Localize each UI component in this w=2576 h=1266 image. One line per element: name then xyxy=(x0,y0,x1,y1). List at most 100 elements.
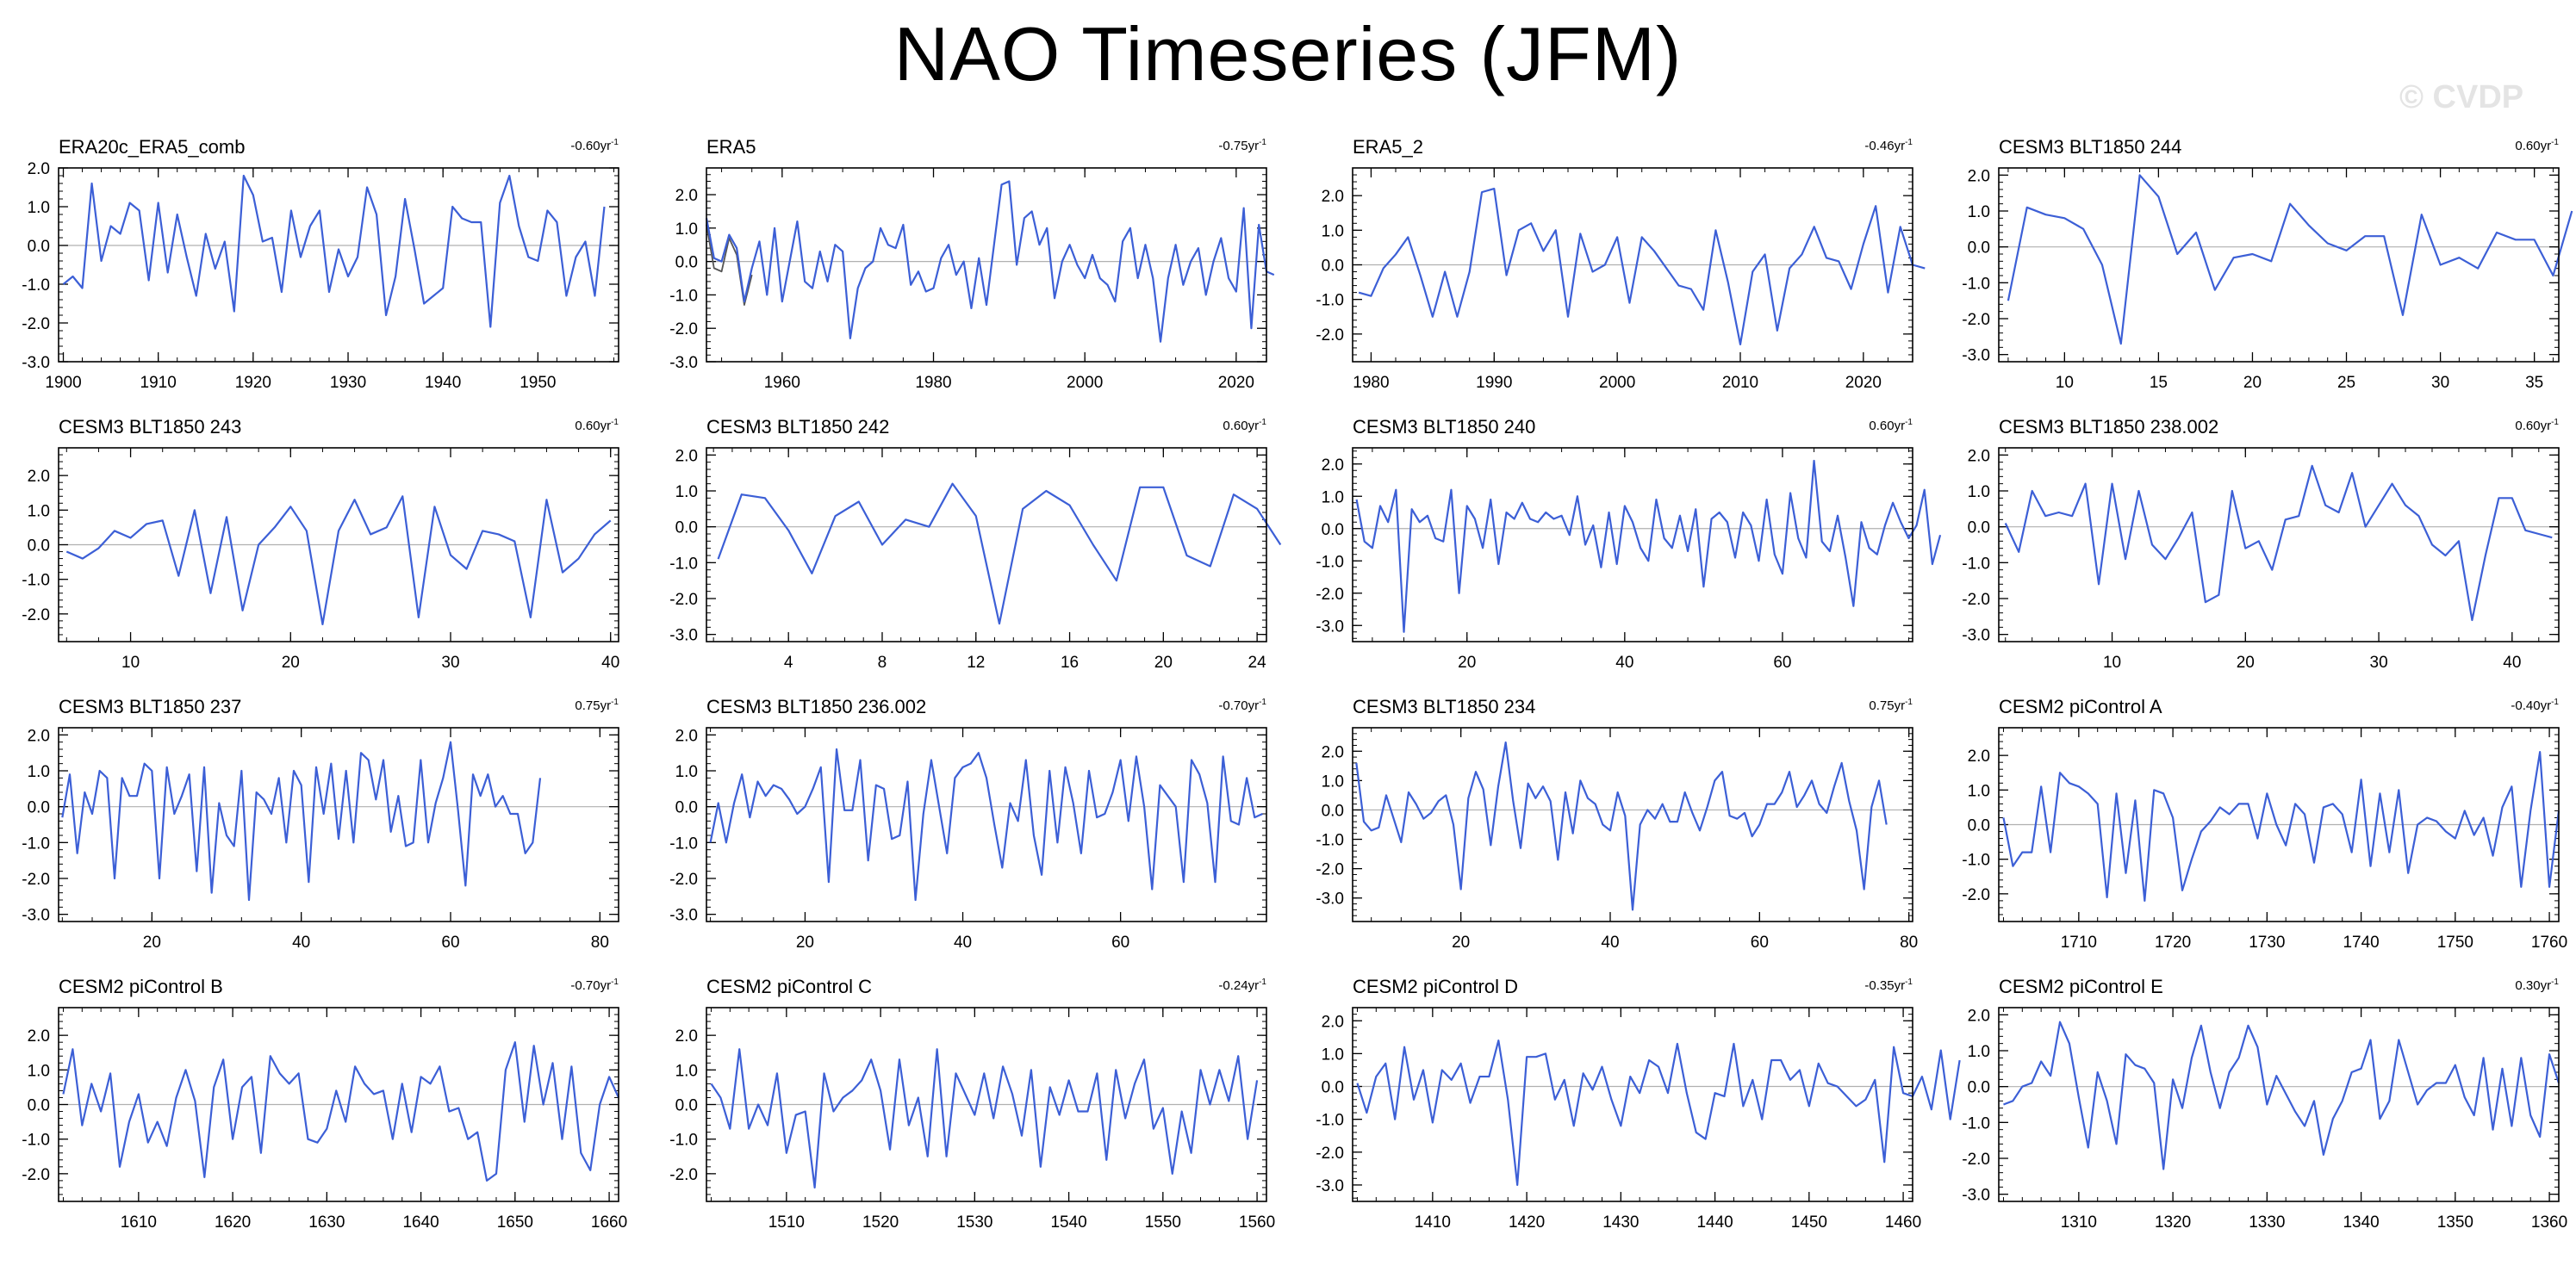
x-tick-label: 60 xyxy=(1111,934,1129,952)
chart-panel: ERA5_2 -0.46yr-1 1980 1990 2000 2010 2020 -2.0 -… xyxy=(1316,129,1966,405)
nao-series-line xyxy=(62,1041,620,1182)
y-tick-label: 0.0 xyxy=(1322,521,1344,539)
y-tick-label: 1.0 xyxy=(675,220,698,239)
chart-panel: CESM3 BLT1850 236.002 -0.70yr-1 20 40 60 -3.0… xyxy=(669,689,1320,965)
panel-title: CESM3 BLT1850 237 xyxy=(59,696,242,717)
chart-plot: 20 40 60 -3.0 -2.0 -1.0 0.0 1.0 2.0 xyxy=(1316,447,1942,672)
x-tick-label: 1560 xyxy=(1239,1213,1275,1232)
chart-panel: CESM3 BLT1850 237 0.75yr-1 20 40 60 80 -3.0 -2.… xyxy=(22,689,672,965)
plot-frame xyxy=(1998,1007,2560,1202)
plot-frame xyxy=(1352,447,1913,642)
y-tick-label: 1.0 xyxy=(1322,488,1344,506)
y-tick-label: -1.0 xyxy=(1316,832,1344,850)
plot-frame xyxy=(58,447,619,642)
x-tick-label: 1950 xyxy=(520,374,556,392)
trend-exponent: -1 xyxy=(2551,418,2559,427)
y-tick-label: 2.0 xyxy=(1322,743,1344,761)
y-tick-label: -2.0 xyxy=(1316,586,1344,604)
x-tick-label: 8 xyxy=(878,654,887,672)
plot-frame xyxy=(706,727,1267,922)
nao-series-line xyxy=(709,748,1263,902)
x-tick-label: 1740 xyxy=(2343,934,2379,952)
panel-title: ERA5_2 xyxy=(1353,136,1423,158)
y-tick-label: 2.0 xyxy=(1322,1013,1344,1031)
y-tick-label: 2.0 xyxy=(28,160,50,178)
panel-title: CESM3 BLT1850 238.002 xyxy=(1999,416,2219,438)
x-tick-label: 2010 xyxy=(1722,374,1758,392)
y-tick-label: 0.0 xyxy=(1968,519,1990,537)
y-tick-label: -1.0 xyxy=(1316,553,1344,571)
y-tick-label: 0.0 xyxy=(28,537,50,555)
y-tick-label: -2.0 xyxy=(1316,326,1344,344)
y-tick-label: 2.0 xyxy=(28,1027,50,1046)
x-tick-label: 1520 xyxy=(862,1213,899,1232)
x-tick-label: 1450 xyxy=(1791,1213,1827,1232)
panel-title: ERA5 xyxy=(706,136,756,158)
panel-title: CESM2 piControl D xyxy=(1353,976,1518,997)
x-tick-label: 1920 xyxy=(235,374,271,392)
y-tick-label: 2.0 xyxy=(28,468,50,486)
trend-value: 0.60yr xyxy=(2515,139,2552,153)
x-tick-label: 40 xyxy=(1601,934,1619,952)
y-tick-label: 2.0 xyxy=(675,727,698,745)
trend-exponent: -1 xyxy=(1259,698,1266,707)
y-tick-label: 1.0 xyxy=(675,763,698,781)
trend-exponent: -1 xyxy=(2551,698,2559,707)
y-tick-label: -3.0 xyxy=(669,354,698,372)
y-tick-label: 2.0 xyxy=(675,447,698,465)
chart-panel: CESM3 BLT1850 238.002 0.60yr-1 10 20 30 40 -3.… xyxy=(1962,409,2576,685)
y-tick-label: 0.0 xyxy=(1322,802,1344,820)
nao-series-line xyxy=(2004,464,2553,622)
x-tick-label: 40 xyxy=(954,934,972,952)
x-tick-label: 1660 xyxy=(591,1213,627,1232)
x-tick-label: 1430 xyxy=(1602,1213,1639,1232)
trend-exponent: -1 xyxy=(1259,138,1266,147)
trend-value: -0.24yr xyxy=(1218,978,1260,993)
trend-exponent: -1 xyxy=(611,698,619,707)
y-tick-label: -1.0 xyxy=(1962,555,1990,573)
trend-exponent: -1 xyxy=(1259,418,1266,427)
trend-value: 0.75yr xyxy=(575,698,612,713)
x-tick-label: 30 xyxy=(2370,654,2388,672)
y-tick-label: -3.0 xyxy=(1962,1187,1990,1205)
x-tick-label: 1340 xyxy=(2343,1213,2379,1232)
nao-series-line xyxy=(2003,1021,2560,1170)
y-tick-label: -2.0 xyxy=(1962,311,1990,329)
y-tick-label: -1.0 xyxy=(669,287,698,305)
x-tick-label: 1330 xyxy=(2249,1213,2285,1232)
nao-series-line xyxy=(1358,188,1926,346)
x-tick-label: 4 xyxy=(784,654,793,672)
y-tick-label: -1.0 xyxy=(1316,1112,1344,1130)
chart-plot: 1710 1720 1730 1740 1750 1760 -2.0 -1.0 0.0 1.0 2.… xyxy=(1962,727,2567,952)
x-tick-label: 1730 xyxy=(2249,934,2285,952)
chart-plot: 20 40 60 -3.0 -2.0 -1.0 0.0 1.0 2.0 xyxy=(669,727,1267,952)
nao-series-line xyxy=(2007,174,2573,345)
nao-series-line xyxy=(65,495,612,626)
y-tick-label: 2.0 xyxy=(1968,447,1990,465)
plot-frame xyxy=(706,1007,1267,1202)
x-tick-label: 1610 xyxy=(121,1213,157,1232)
panel-title: CESM3 BLT1850 244 xyxy=(1999,136,2182,158)
y-tick-label: 2.0 xyxy=(28,727,50,745)
trend-label: 0.75yr-1 xyxy=(575,698,619,713)
y-tick-label: 1.0 xyxy=(28,502,50,520)
trend-value: -0.70yr xyxy=(1218,698,1260,713)
y-tick-label: -3.0 xyxy=(1316,617,1344,636)
y-tick-label: -2.0 xyxy=(1316,1145,1344,1163)
plot-frame xyxy=(706,447,1267,642)
y-tick-label: -1.0 xyxy=(669,835,698,853)
y-tick-label: 0.0 xyxy=(1322,258,1344,276)
trend-label: -0.60yr-1 xyxy=(570,138,619,153)
nao-series-line xyxy=(1356,1039,1961,1187)
trend-value: -0.60yr xyxy=(570,139,612,153)
trend-label: 0.60yr-1 xyxy=(575,418,619,433)
x-tick-label: 10 xyxy=(121,654,140,672)
y-tick-label: 1.0 xyxy=(675,1062,698,1080)
x-tick-label: 1530 xyxy=(956,1213,992,1232)
x-tick-label: 1620 xyxy=(215,1213,251,1232)
plot-frame xyxy=(58,727,619,922)
y-tick-label: 0.0 xyxy=(28,1097,50,1115)
trend-label: -0.46yr-1 xyxy=(1864,138,1913,153)
x-tick-label: 1360 xyxy=(2531,1213,2567,1232)
y-tick-label: 0.0 xyxy=(1968,1079,1990,1097)
